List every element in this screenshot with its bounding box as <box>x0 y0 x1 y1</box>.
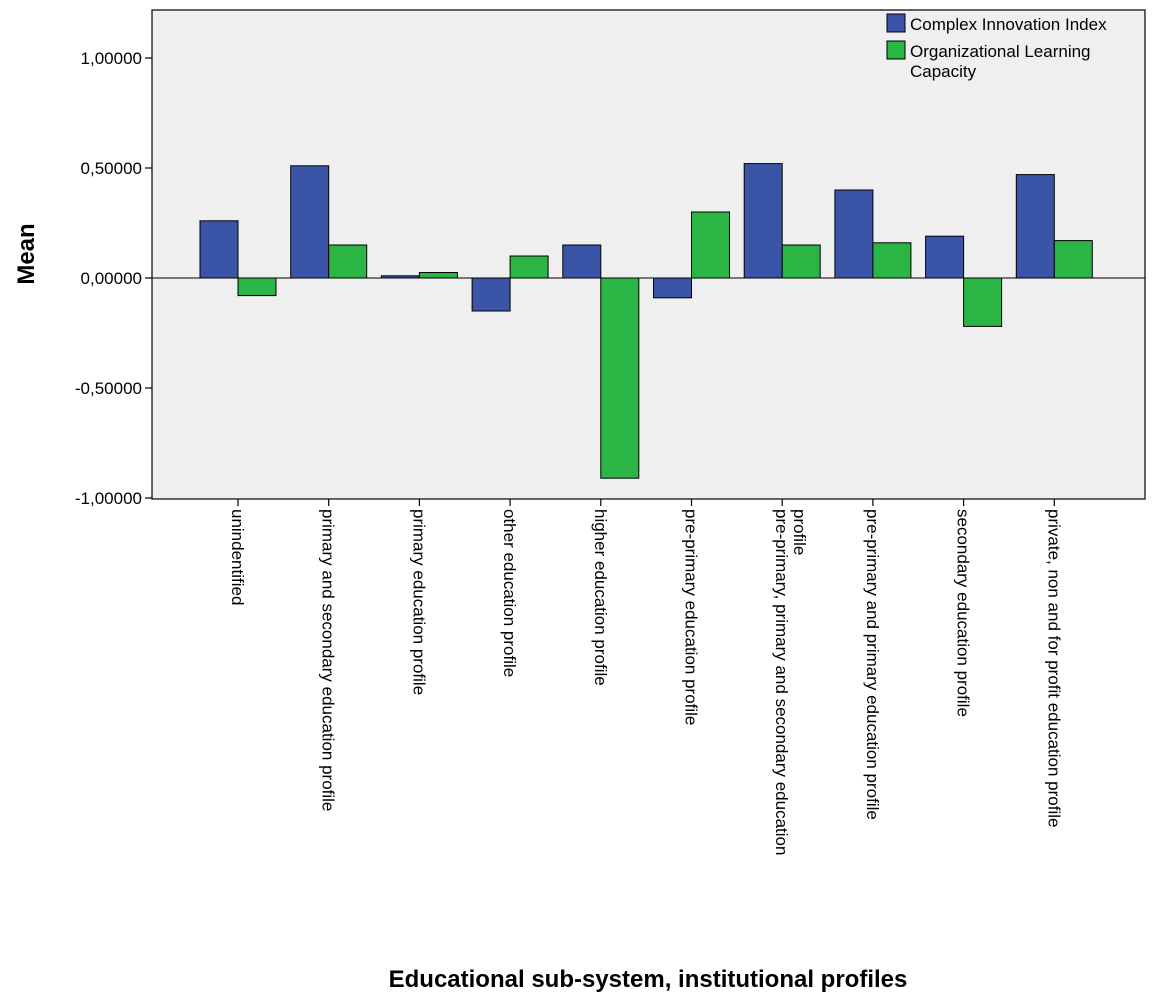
y-tick-label: -0,50000 <box>75 379 142 398</box>
bar-series-2 <box>237 277 277 297</box>
y-axis-title: Mean <box>13 223 40 284</box>
bar-series-2 <box>600 277 640 479</box>
y-tick-label: 0,50000 <box>81 159 142 178</box>
legend-label: Capacity <box>910 62 977 81</box>
x-category-label: primary and secondary education profile <box>319 509 338 811</box>
bar-series-1 <box>653 277 692 299</box>
legend-label: Complex Innovation Index <box>910 15 1107 34</box>
x-category-label: private, non and for profit education pr… <box>1044 509 1063 827</box>
bar-series-2 <box>328 244 368 279</box>
x-category-label: profile <box>790 509 809 555</box>
bar-series-1 <box>290 165 330 279</box>
bar-series-2 <box>1053 240 1093 279</box>
x-category-label: secondary education profile <box>954 509 973 717</box>
bar-series-1 <box>471 277 511 312</box>
legend-swatch <box>886 13 906 33</box>
legend-swatch <box>886 40 906 60</box>
x-axis-title: Educational sub-system, institutional pr… <box>389 966 908 993</box>
x-category-label: pre-primary education profile <box>682 509 701 725</box>
x-category-label: primary education profile <box>409 509 428 695</box>
bar-series-1 <box>743 163 783 279</box>
bar-series-1 <box>834 189 874 279</box>
x-category-label: higher education profile <box>591 509 610 686</box>
y-axis: 1,00000 0,50000 0,00000 -0,50000 -1,00000 <box>75 49 152 508</box>
legend-label: Organizational Learning <box>910 42 1091 61</box>
bar-series-2 <box>872 242 912 279</box>
bar-series-1 <box>562 244 602 279</box>
bar-series-1 <box>925 235 965 279</box>
x-category-label: pre-primary and primary education profil… <box>863 509 882 820</box>
legend: Complex Innovation Index Organizational L… <box>886 13 1107 81</box>
bar-series-2 <box>691 211 730 279</box>
x-axis: unindentified primary and secondary educa… <box>228 499 1063 855</box>
x-category-label: other education profile <box>500 509 519 677</box>
bar-series-2 <box>781 244 821 279</box>
x-category-label: pre-primary, primary and secondary educa… <box>772 509 791 855</box>
x-category-label: unindentified <box>228 509 247 605</box>
bar-series-2 <box>418 272 458 279</box>
y-tick-label: 0,00000 <box>81 269 142 288</box>
y-tick-label: -1,00000 <box>75 489 142 508</box>
y-tick-label: 1,00000 <box>81 49 142 68</box>
bars-group <box>199 163 1093 479</box>
bar-series-2 <box>963 277 1003 327</box>
bar-series-2 <box>509 255 549 279</box>
bar-series-1 <box>1015 174 1055 279</box>
bar-series-1 <box>199 220 239 279</box>
